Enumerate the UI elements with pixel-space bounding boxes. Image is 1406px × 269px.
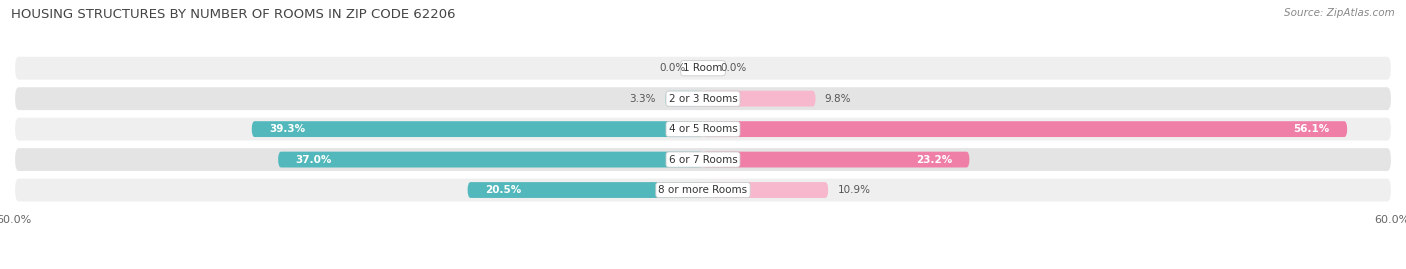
FancyBboxPatch shape	[278, 152, 703, 168]
Text: 39.3%: 39.3%	[269, 124, 305, 134]
Text: 6 or 7 Rooms: 6 or 7 Rooms	[669, 155, 737, 165]
FancyBboxPatch shape	[468, 182, 703, 198]
Text: 2 or 3 Rooms: 2 or 3 Rooms	[669, 94, 737, 104]
Text: Source: ZipAtlas.com: Source: ZipAtlas.com	[1284, 8, 1395, 18]
FancyBboxPatch shape	[14, 86, 1392, 111]
FancyBboxPatch shape	[703, 182, 828, 198]
Text: 37.0%: 37.0%	[295, 155, 332, 165]
Text: 0.0%: 0.0%	[720, 63, 747, 73]
Text: 0.0%: 0.0%	[659, 63, 686, 73]
Text: 8 or more Rooms: 8 or more Rooms	[658, 185, 748, 195]
FancyBboxPatch shape	[703, 121, 1347, 137]
Text: HOUSING STRUCTURES BY NUMBER OF ROOMS IN ZIP CODE 62206: HOUSING STRUCTURES BY NUMBER OF ROOMS IN…	[11, 8, 456, 21]
Text: 3.3%: 3.3%	[630, 94, 657, 104]
Text: 20.5%: 20.5%	[485, 185, 522, 195]
FancyBboxPatch shape	[703, 152, 969, 168]
Text: 23.2%: 23.2%	[915, 155, 952, 165]
FancyBboxPatch shape	[14, 147, 1392, 172]
Text: 56.1%: 56.1%	[1294, 124, 1330, 134]
Text: 4 or 5 Rooms: 4 or 5 Rooms	[669, 124, 737, 134]
FancyBboxPatch shape	[665, 91, 703, 107]
FancyBboxPatch shape	[14, 178, 1392, 203]
Text: 1 Room: 1 Room	[683, 63, 723, 73]
FancyBboxPatch shape	[14, 117, 1392, 141]
Text: 9.8%: 9.8%	[825, 94, 851, 104]
FancyBboxPatch shape	[14, 56, 1392, 81]
Text: 10.9%: 10.9%	[838, 185, 870, 195]
FancyBboxPatch shape	[252, 121, 703, 137]
FancyBboxPatch shape	[703, 91, 815, 107]
